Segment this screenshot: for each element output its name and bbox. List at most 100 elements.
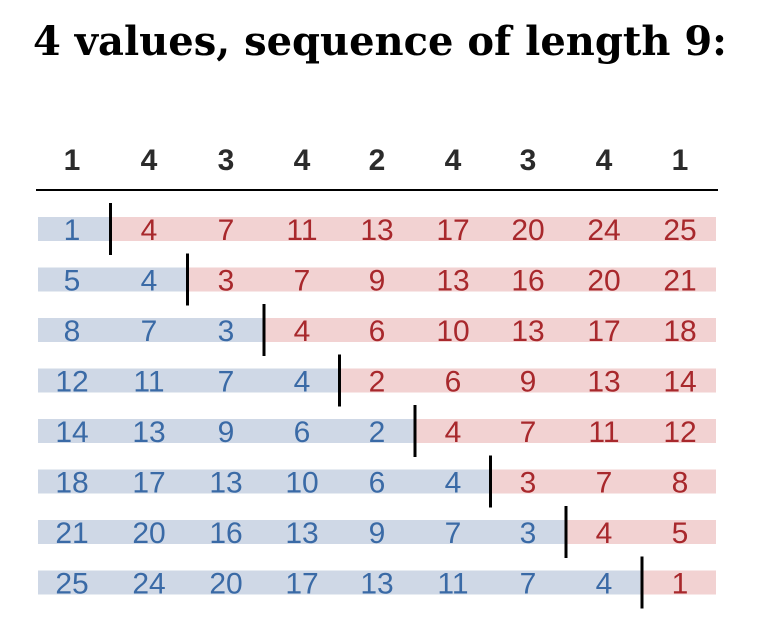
red-band [415,419,716,443]
table-cell: 21 [55,517,88,550]
table-cell: 13 [436,265,469,298]
table-cell: 4 [445,416,462,449]
table-cell: 3 [218,265,235,298]
blue-band [38,419,415,443]
table-cell: 18 [663,315,696,348]
header-cell: 4 [596,144,613,177]
table-cell: 17 [587,315,620,348]
table-cell: 4 [294,366,311,399]
table-cell: 4 [294,315,311,348]
table-cell: 13 [209,467,242,500]
blue-band [38,217,111,241]
table-cell: 9 [520,366,537,399]
table-cell: 2 [369,416,386,449]
table-cell: 7 [596,467,613,500]
red-band [642,570,716,595]
blue-band [38,570,642,595]
table-cell: 17 [436,214,469,247]
table-cell: 10 [436,315,469,348]
split-markers [109,203,644,609]
table-cell: 18 [55,467,88,500]
red-band [490,469,716,494]
table-cell: 7 [218,366,235,399]
red-band [566,520,716,544]
table-cell: 2 [369,366,386,399]
header-cell: 3 [218,144,235,177]
table-cell: 6 [445,366,462,399]
table-cell: 16 [209,517,242,550]
table-cell: 10 [285,467,318,500]
table-cell: 1 [64,214,81,247]
table-cell: 7 [445,517,462,550]
header-cell: 4 [294,144,311,177]
table-cell: 25 [55,568,88,601]
table-cell: 11 [437,568,468,601]
table-cell: 1 [672,568,689,601]
diagram-title: 4 values, sequence of length 9: [33,18,727,65]
table-cell: 6 [369,315,386,348]
table-cell: 7 [218,214,235,247]
blue-band [38,368,340,393]
table-cell: 17 [285,568,318,601]
table-cell: 13 [587,366,620,399]
table-cell: 9 [369,265,386,298]
blue-band [38,267,188,292]
table-cell: 20 [132,517,165,550]
row-bands [38,217,716,595]
table-cell: 13 [511,315,544,348]
red-band [110,217,716,241]
table-cell: 20 [511,214,544,247]
table-cell: 7 [294,265,311,298]
header-row: 1 4 3 4 2 4 3 4 1 [64,144,689,177]
table-cell: 11 [588,416,619,449]
table-cell: 4 [141,265,158,298]
table-cell: 7 [141,315,158,348]
table-cell: 5 [672,517,689,550]
header-cell: 4 [445,144,462,177]
blue-band [38,469,491,494]
table-cell: 16 [511,265,544,298]
table-cell: 7 [520,416,537,449]
table-cell: 9 [369,517,386,550]
table-cell: 20 [587,265,620,298]
table-cell: 4 [596,568,613,601]
blue-band [38,318,264,342]
table-cell: 3 [520,467,537,500]
table-cell: 9 [218,416,235,449]
table-cell: 3 [218,315,235,348]
header-cell: 4 [141,144,158,177]
table-cell: 6 [294,416,311,449]
header-cell: 2 [369,144,386,177]
table-cell: 7 [520,568,537,601]
table-cell: 24 [587,214,620,247]
table-cell: 6 [369,467,386,500]
table-cell: 21 [663,265,696,298]
table-cell: 24 [132,568,165,601]
header-cell: 1 [64,144,81,177]
header-cell: 1 [672,144,689,177]
table-cell: 25 [663,214,696,247]
table-cell: 4 [445,467,462,500]
header-cell: 3 [520,144,537,177]
table-cell: 8 [64,315,81,348]
red-band [264,318,716,342]
table-cell: 14 [55,416,88,449]
blue-band [38,520,566,544]
red-band [187,267,716,292]
table-cell: 8 [672,467,689,500]
table-cell: 13 [285,517,318,550]
table-cell: 13 [132,416,165,449]
table-cell: 11 [286,214,317,247]
table-cell: 12 [663,416,696,449]
table-cell: 13 [360,568,393,601]
table-cell: 5 [64,265,81,298]
table-cell: 4 [596,517,613,550]
table-cell: 13 [360,214,393,247]
table-cell: 20 [209,568,242,601]
table-cell: 12 [55,366,88,399]
red-band [339,368,716,393]
table-cell: 3 [520,517,537,550]
table-cell: 11 [133,366,164,399]
